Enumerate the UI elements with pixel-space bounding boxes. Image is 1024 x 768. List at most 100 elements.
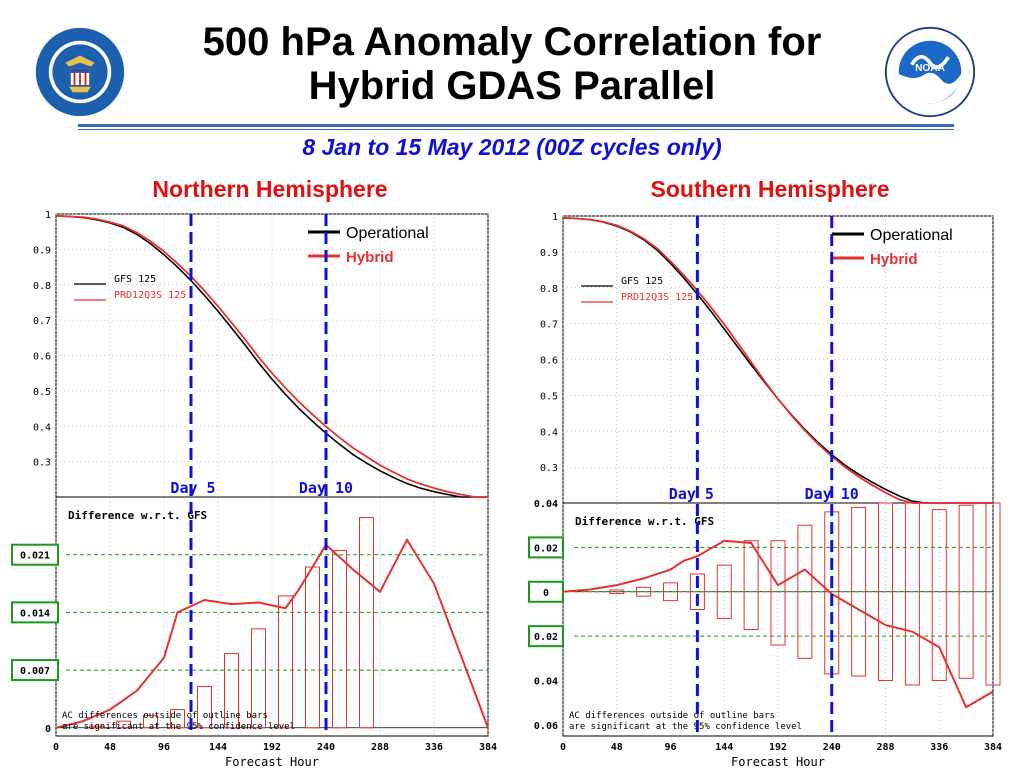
significance-box (528, 625, 564, 648)
x-axis-label: Forecast Hour (731, 755, 825, 768)
x-tick-label: 192 (769, 742, 787, 753)
difference-line (562, 539, 994, 709)
series-line-hybrid (55, 214, 488, 498)
inner-legend-label: PRD12Q3S 125 (114, 290, 186, 301)
confidence-bar (904, 502, 920, 686)
x-tick-label: 240 (823, 742, 841, 753)
day-marker-label: Day 5 (170, 479, 215, 497)
confidence-bar (116, 720, 131, 729)
y-tick-label: 1 (552, 212, 558, 223)
northern-hemisphere-chart: 1 0.9 0.8 0.7 0.6 0.5 0.4 0.3 0 48 96 144 192 240 288 3… (11, 210, 497, 768)
inner-legend-label: PRD12Q3S 125 (621, 292, 693, 303)
significance-note-line-2: are significant at the 95% confidence le… (569, 722, 802, 732)
significance-note-line-1: AC differences outside of outline bars (62, 711, 268, 721)
inner-legend-label: GFS 125 (114, 274, 156, 285)
header-divider-thin (78, 129, 954, 130)
significance-label: 0.007 (20, 666, 50, 677)
y-tick-label: 0.6 (33, 352, 51, 363)
significance-box (11, 601, 59, 624)
department-of-commerce-seal-icon (34, 26, 126, 123)
confidence-bar (958, 504, 974, 679)
significance-box (528, 536, 564, 559)
confidence-bar (143, 714, 158, 729)
diff-y-tick-label: 0.04 (534, 677, 558, 688)
confidence-bar (332, 550, 347, 729)
significance-label: 0.021 (20, 551, 50, 562)
significance-label: 0.02 (534, 543, 558, 554)
difference-panel-title: Difference w.r.t. GFS (68, 509, 207, 522)
y-tick-label: 0.7 (540, 320, 558, 331)
confidence-bar (609, 589, 625, 595)
x-tick-label: 336 (425, 742, 443, 753)
southern-hemisphere-title: Southern Hemisphere (650, 176, 890, 202)
day-marker-label: Day 10 (299, 479, 353, 497)
x-tick-label: 48 (104, 742, 116, 753)
x-tick-label: 384 (984, 742, 1002, 753)
title-line-2: Hybrid GDAS Parallel (308, 64, 716, 108)
confidence-bar (663, 582, 678, 602)
confidence-bar (878, 502, 893, 682)
y-tick-label: 0.6 (540, 356, 558, 367)
difference-line (55, 537, 489, 729)
y-tick-label: 0.7 (33, 316, 51, 327)
significance-box (11, 659, 59, 682)
significance-label: 0 (543, 588, 549, 599)
y-tick-label: 0.5 (540, 391, 558, 402)
svg-text:NOAA: NOAA (915, 63, 945, 74)
confidence-bar (931, 509, 947, 682)
confidence-bar (224, 653, 239, 729)
title-line-1: 500 hPa Anomaly Correlation for (202, 20, 822, 64)
confidence-bar (359, 517, 374, 729)
y-tick-label: 0.8 (540, 284, 558, 295)
significance-label: 0.02 (534, 632, 558, 643)
x-tick-label: 240 (317, 742, 335, 753)
y-tick-label: 0.3 (33, 458, 51, 469)
legend-label-hybrid: Hybrid (346, 249, 394, 266)
y-tick-label: 0.9 (33, 245, 51, 256)
x-tick-label: 288 (876, 742, 894, 753)
confidence-bar (197, 686, 212, 729)
y-tick-label: 0.3 (540, 463, 558, 474)
x-tick-label: 288 (371, 742, 389, 753)
confidence-bar (689, 573, 705, 611)
header-divider (78, 124, 954, 127)
confidence-bar (797, 524, 813, 659)
x-axis-label: Forecast Hour (225, 755, 319, 768)
x-tick-label: 96 (664, 742, 676, 753)
diff-y-tick-label: 0 (45, 724, 51, 735)
day-marker-label: Day 5 (669, 485, 714, 503)
x-tick-label: 192 (263, 742, 281, 753)
x-tick-label: 48 (611, 742, 623, 753)
x-tick-label: 336 (930, 742, 948, 753)
significance-note-line-2: are significant at the 95% confidence le… (62, 722, 295, 732)
diff-y-tick-label: 0.06 (534, 721, 558, 732)
confidence-bar (770, 540, 786, 646)
inner-legend-label: GFS 125 (621, 276, 663, 287)
x-tick-label: 96 (158, 742, 170, 753)
y-tick-label: 0.5 (33, 387, 51, 398)
y-tick-label: 0.9 (540, 248, 558, 259)
y-tick-label: 1 (45, 210, 51, 221)
x-tick-label: 144 (209, 742, 227, 753)
page-title: 500 hPa Anomaly Correlation for Hybrid G… (140, 20, 884, 108)
confidence-bar (851, 506, 867, 677)
confidence-bar (716, 564, 732, 619)
confidence-bar (89, 725, 104, 729)
legend-label-hybrid: Hybrid (870, 251, 918, 268)
confidence-bar (278, 595, 293, 729)
x-tick-label: 384 (479, 742, 497, 753)
y-tick-label: 0.4 (33, 422, 51, 433)
southern-hemisphere-chart: 1 0.9 0.8 0.7 0.6 0.5 0.4 0.3 0 48 96 144 192 240 288 3… (528, 212, 1002, 768)
date-range-subtitle: 8 Jan to 15 May 2012 (00Z cycles only) (302, 134, 722, 160)
lower-plot-frame (55, 496, 489, 737)
y-tick-label: 0.4 (540, 427, 558, 438)
confidence-bar (636, 586, 652, 597)
lower-plot-frame (562, 502, 994, 737)
confidence-bar (743, 540, 759, 630)
x-tick-label: 0 (53, 742, 59, 753)
x-tick-label: 144 (715, 742, 733, 753)
x-tick-label: 0 (560, 742, 566, 753)
significance-label: 0.014 (20, 608, 50, 619)
upper-plot-frame (562, 215, 994, 504)
confidence-bar (251, 628, 266, 729)
